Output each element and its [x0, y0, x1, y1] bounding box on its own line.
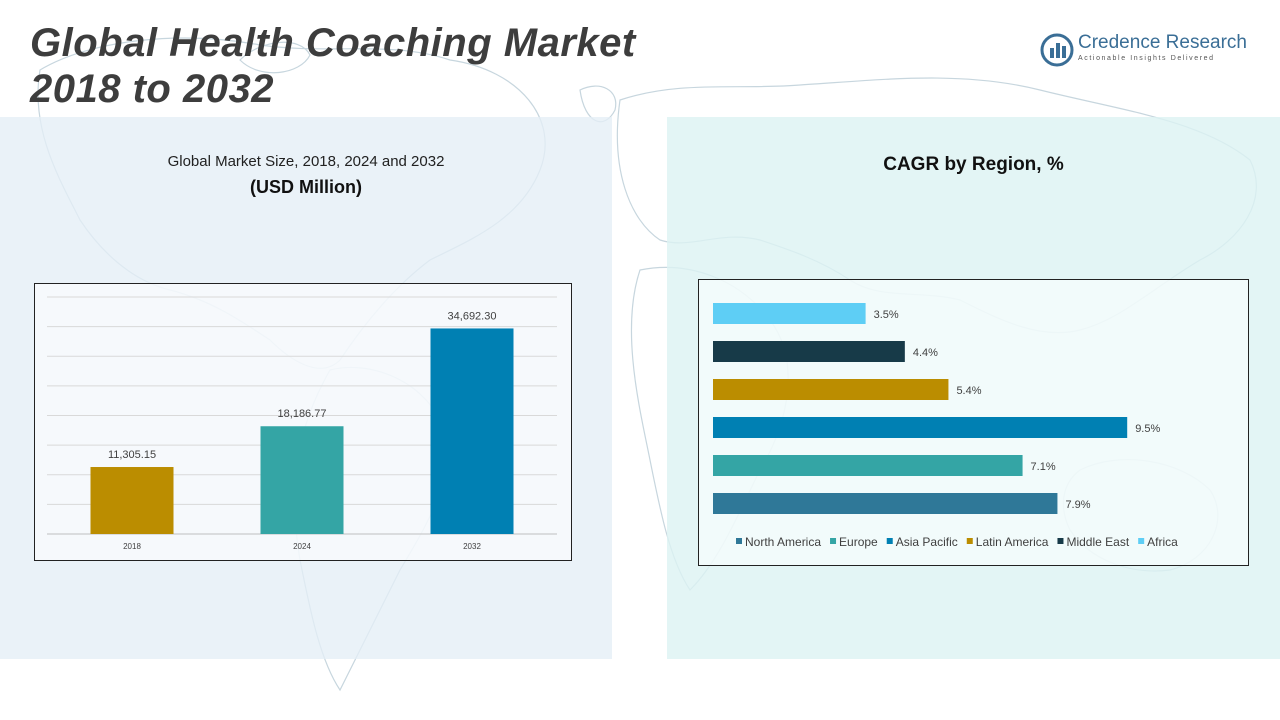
tick-label-2032: 2032 — [463, 542, 481, 551]
bar-africa — [713, 303, 866, 324]
page-title: Global Health Coaching Market 2018 to 20… — [30, 20, 636, 112]
bar-middle-east — [713, 341, 905, 362]
cagr-title: CAGR by Region, % — [883, 154, 1064, 175]
data-label-2032: 34,692.30 — [448, 310, 497, 322]
market-size-unit: (USD Million) — [250, 177, 362, 197]
bar-asia-pacific — [713, 417, 1128, 438]
bar-latin-america — [713, 379, 949, 400]
bar-2018 — [90, 467, 174, 534]
page-title-line-2: 2018 to 2032 — [30, 67, 274, 111]
legend-item-latin-america: Latin America — [976, 535, 1049, 549]
legend-swatch-latin-america — [966, 538, 973, 544]
legend-item-middle-east: Middle East — [1066, 535, 1129, 549]
data-label-europe: 7.1% — [1031, 461, 1056, 473]
data-label-middle-east: 4.4% — [913, 347, 938, 359]
market-size-chart: 11,305.15 2018 18,186.77 2024 34,692.30 2032 — [34, 283, 572, 561]
legend-swatch-asia-pacific — [886, 538, 893, 544]
legend-swatch-africa — [1138, 538, 1145, 544]
legend-swatch-middle-east — [1057, 538, 1064, 544]
legend-item-north-america: North America — [745, 535, 821, 549]
tick-label-2018: 2018 — [123, 542, 141, 551]
cagr-chart: 3.5% 4.4% 5.4% 9.5% 7.1% 7.9% North America Eur… — [698, 279, 1249, 566]
bar-north-america — [713, 493, 1058, 514]
data-label-asia-pacific: 9.5% — [1135, 423, 1160, 435]
bar-europe — [713, 455, 1023, 476]
legend-item-europe: Europe — [839, 535, 878, 549]
tick-label-2024: 2024 — [293, 542, 311, 551]
legend-item-africa: Africa — [1147, 535, 1178, 549]
data-label-north-america: 7.9% — [1065, 499, 1090, 511]
data-label-latin-america: 5.4% — [956, 385, 981, 397]
page-title-line-1: Global Health Coaching Market — [30, 21, 636, 65]
bar-2032 — [430, 328, 514, 534]
cagr-chart-svg: 3.5% 4.4% 5.4% 9.5% 7.1% 7.9% North America Eur… — [713, 303, 1178, 549]
data-label-2024: 18,186.77 — [278, 408, 327, 420]
bar-chart-circle-icon — [1040, 33, 1074, 67]
legend-item-asia-pacific: Asia Pacific — [896, 535, 958, 549]
company-logo: Credence Research Actionable Insights De… — [1040, 30, 1260, 70]
logo-name: Credence Research — [1078, 32, 1247, 53]
bar-2024 — [260, 426, 344, 534]
legend-swatch-north-america — [736, 538, 742, 544]
market-size-subtitle: Global Market Size, 2018, 2024 and 2032 — [167, 153, 445, 170]
data-label-africa: 3.5% — [874, 309, 899, 321]
data-label-2018: 11,305.15 — [108, 449, 156, 461]
market-size-chart-svg: 11,305.15 2018 18,186.77 2024 34,692.30 2032 — [47, 296, 557, 551]
logo-tagline: Actionable Insights Delivered — [1078, 55, 1215, 62]
legend-swatch-europe — [830, 538, 837, 544]
